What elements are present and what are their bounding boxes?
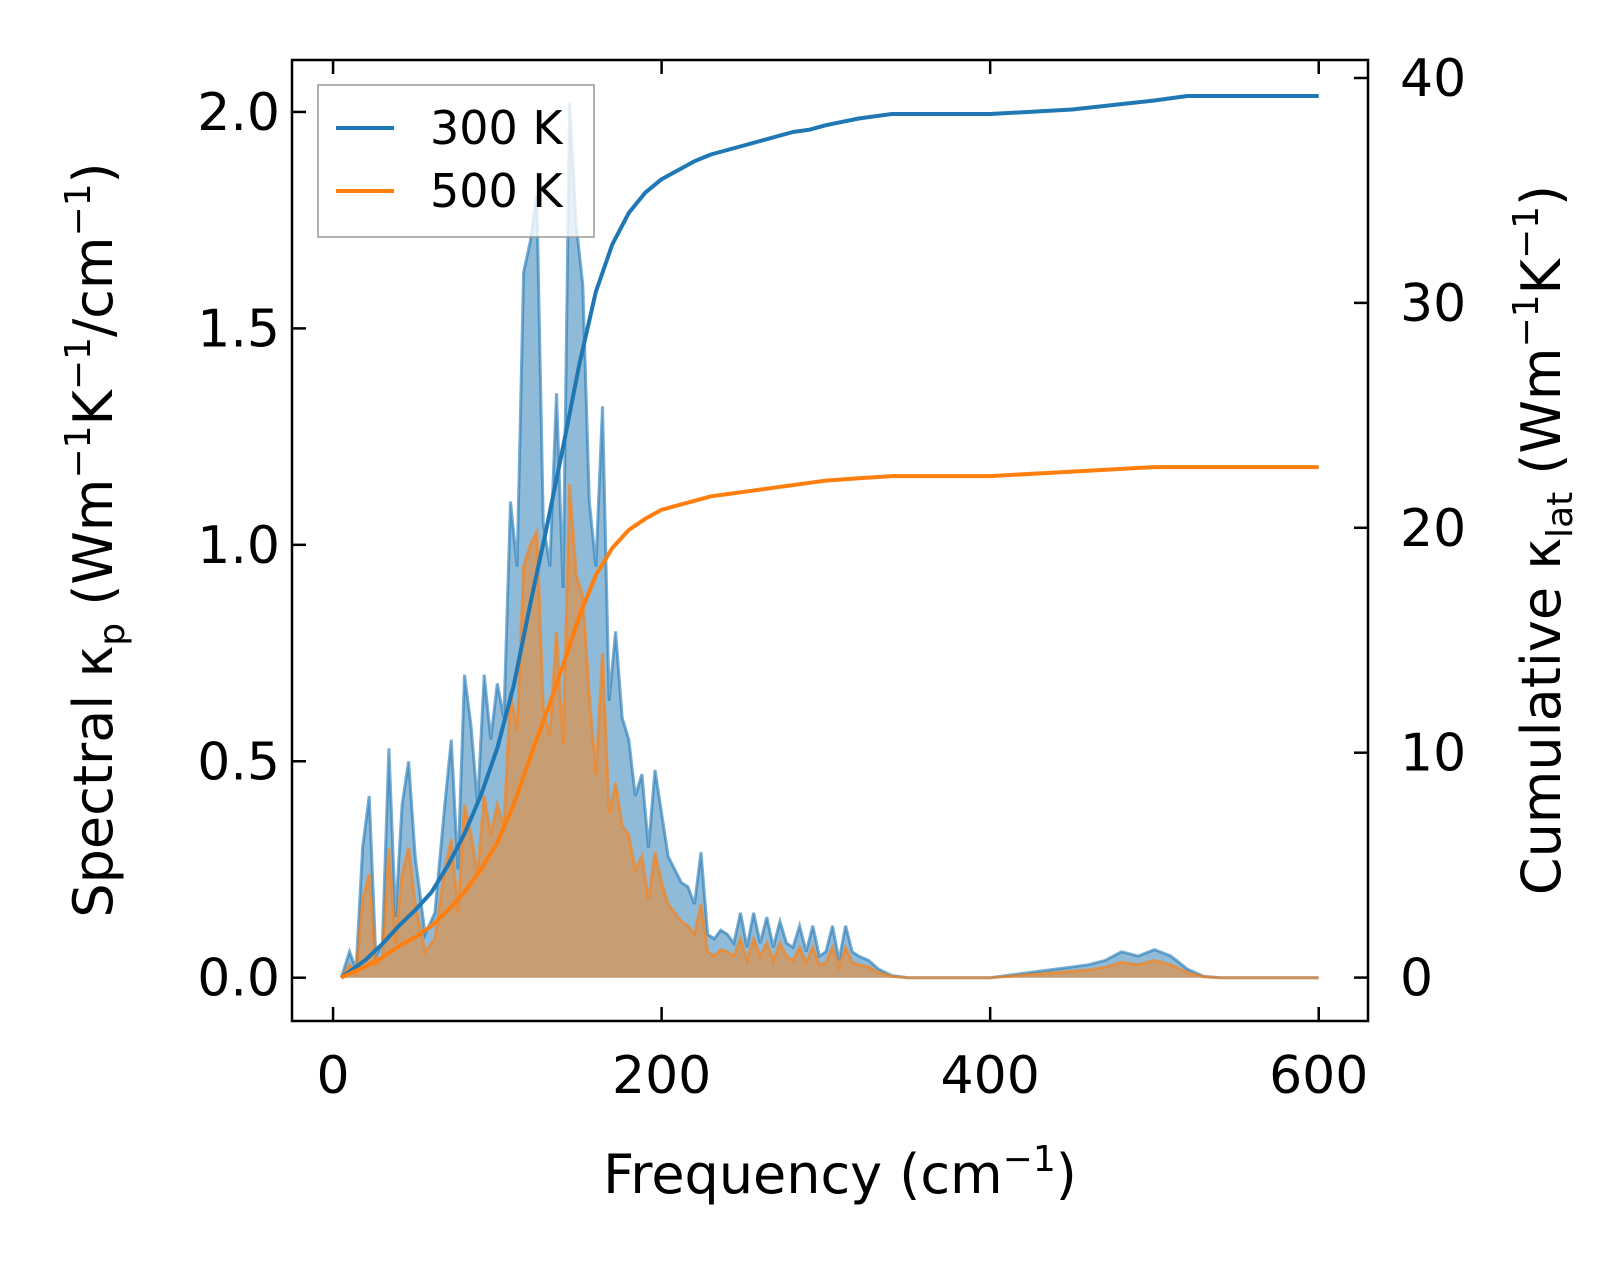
legend: 300 K 500 K [317,84,595,238]
x-tick-label: 600 [1269,1046,1368,1106]
x-tick-label: 400 [941,1046,1040,1106]
y-left-tick-label: 1.0 [197,516,280,576]
legend-box [317,84,595,238]
x-tick-label: 200 [612,1046,711,1106]
axes: 0 200 400 600 0.0 0.5 1.0 1.5 2.0 0 10 20 30 40 Freque… [58,49,1581,1206]
legend-label-300k: 300 K [430,101,564,155]
spectral-area-500k [341,484,1319,978]
plot-area [339,94,1319,980]
legend-label-500k: 500 K [430,164,564,218]
cumulative-line-500k [340,465,1319,980]
x-axis-label: Frequency (cm−1) [603,1139,1077,1206]
y-right-tick-label: 40 [1400,49,1466,109]
y-left-tick-label: 0.5 [197,732,280,792]
y-right-tick-label: 20 [1400,499,1466,559]
y-left-axis-label: Spectral κp (Wm−1K−1/cm−1) [58,162,133,917]
spectral-line-500k [340,484,1319,980]
y-right-tick-label: 0 [1400,949,1433,1009]
y-left-tick-label: 1.5 [197,299,280,359]
y-right-tick-label: 10 [1400,724,1466,784]
y-left-tick-label: 0.0 [197,949,280,1009]
plot-frame [290,58,1370,1023]
x-tick-label: 0 [317,1046,350,1106]
y-right-tick-label: 30 [1400,274,1466,334]
y-left-tick-label: 2.0 [197,83,280,143]
cumulative-line-300k [340,94,1319,980]
y-right-axis-label: Cumulative κlat (Wm−1K−1) [1506,185,1581,895]
